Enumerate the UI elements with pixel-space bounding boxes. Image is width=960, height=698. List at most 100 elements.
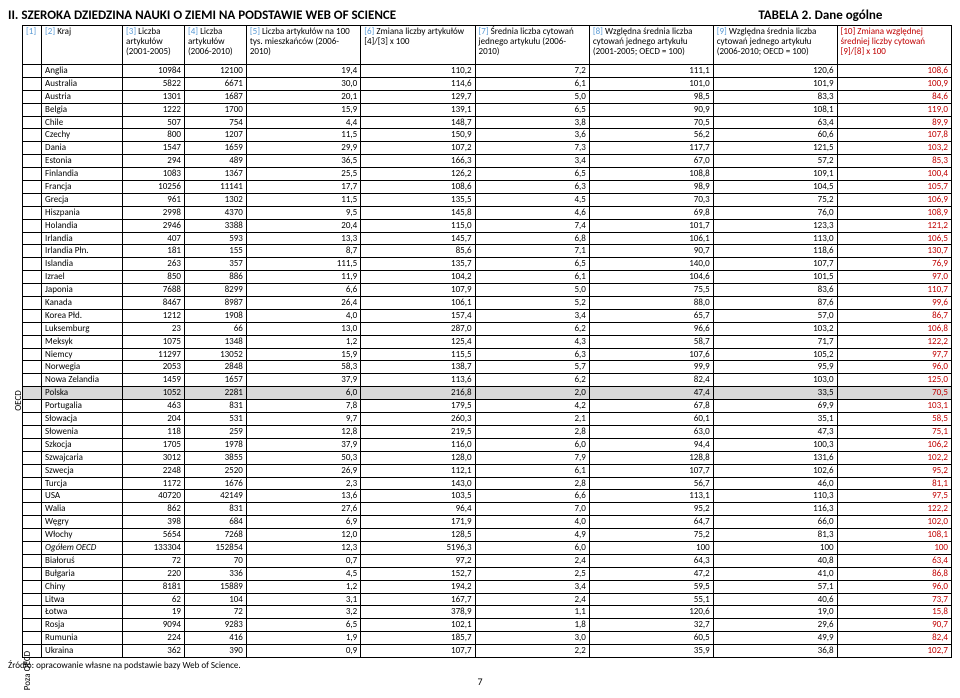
cell: 9,5 xyxy=(246,206,360,219)
cell: 69,9 xyxy=(713,400,837,413)
cell: 8987 xyxy=(184,297,246,310)
cell: 35,9 xyxy=(589,645,713,658)
cell: 101,9 xyxy=(713,77,837,90)
cell: 398 xyxy=(123,516,185,529)
cell: 4,9 xyxy=(475,529,589,542)
cell: 2281 xyxy=(184,387,246,400)
cell xyxy=(23,335,42,348)
cell: 81,1 xyxy=(837,477,951,490)
cell: 1207 xyxy=(184,129,246,142)
cell: 120,6 xyxy=(589,606,713,619)
cell: 224 xyxy=(123,632,185,645)
cell: 12,8 xyxy=(246,425,360,438)
table-row: Ogółem OECD13330415285412,35196,36,01001… xyxy=(23,541,952,554)
table-row: Włochy5654726812,0128,54,975,281,3108,1 xyxy=(23,529,952,542)
cell: 5,2 xyxy=(475,297,589,310)
cell: 42149 xyxy=(184,490,246,503)
cell xyxy=(23,516,42,529)
cell: 85,6 xyxy=(361,245,475,258)
data-table: [1] [2] Kraj[3] Liczba artykułów (2001-2… xyxy=(22,25,952,658)
cell: 13,6 xyxy=(246,490,360,503)
cell: 107,6 xyxy=(589,348,713,361)
cell: 67,0 xyxy=(589,155,713,168)
table-row: Irlandia40759313,3145,76,8106,1113,0106,… xyxy=(23,232,952,245)
cell: 3,4 xyxy=(475,309,589,322)
cell: 831 xyxy=(184,503,246,516)
cell: USA xyxy=(42,490,123,503)
cell: 29,9 xyxy=(246,142,360,155)
col-header: [6] Zmiana liczby artykułów [4]/[3] x 10… xyxy=(361,26,475,65)
cell: 7,2 xyxy=(475,65,589,78)
cell: 167,7 xyxy=(361,593,475,606)
cell: 4,5 xyxy=(246,567,360,580)
cell: 2520 xyxy=(184,464,246,477)
cell: 20,1 xyxy=(246,90,360,103)
cell: 531 xyxy=(184,413,246,426)
cell: 107,7 xyxy=(713,258,837,271)
cell xyxy=(23,348,42,361)
table-row: Korea Płd.121219084,0157,43,465,757,086,… xyxy=(23,309,952,322)
cell: 64,7 xyxy=(589,516,713,529)
cell: 99,6 xyxy=(837,297,951,310)
cell: 593 xyxy=(184,232,246,245)
cell: 100,4 xyxy=(837,168,951,181)
cell: 1,2 xyxy=(246,335,360,348)
cell: 15,9 xyxy=(246,103,360,116)
cell: 489 xyxy=(184,155,246,168)
cell: 7,8 xyxy=(246,400,360,413)
cell: 19,0 xyxy=(713,606,837,619)
table-row: Hiszpania299843709,5145,84,669,876,0108,… xyxy=(23,206,952,219)
side-label-poza: Poza OECD xyxy=(22,651,33,690)
cell: 3,4 xyxy=(475,580,589,593)
cell xyxy=(23,387,42,400)
cell: 33,5 xyxy=(713,387,837,400)
cell: 40,8 xyxy=(713,554,837,567)
cell: Belgia xyxy=(42,103,123,116)
cell: 1052 xyxy=(123,387,185,400)
cell: 181 xyxy=(123,245,185,258)
cell: 6,9 xyxy=(246,516,360,529)
cell: 1657 xyxy=(184,374,246,387)
cell: 6,3 xyxy=(475,181,589,194)
cell: 1978 xyxy=(184,438,246,451)
cell: 4,2 xyxy=(475,400,589,413)
cell: 104,2 xyxy=(361,271,475,284)
cell: 150,9 xyxy=(361,129,475,142)
cell: 7,4 xyxy=(475,219,589,232)
cell: 105,2 xyxy=(713,348,837,361)
table-row: Bułgaria2203364,5152,72,547,241,086,8 xyxy=(23,567,952,580)
table-row: Finlandia1083136725,5126,26,5108,8109,11… xyxy=(23,168,952,181)
cell: 83,3 xyxy=(713,90,837,103)
cell: 5,0 xyxy=(475,284,589,297)
cell: 76,9 xyxy=(837,258,951,271)
table-row: Walia86283127,696,47,095,2116,3122,2 xyxy=(23,503,952,516)
cell: 95,2 xyxy=(837,464,951,477)
cell: 104 xyxy=(184,593,246,606)
cell: 9,7 xyxy=(246,413,360,426)
cell: Dania xyxy=(42,142,123,155)
cell: 114,6 xyxy=(361,77,475,90)
cell: 75,1 xyxy=(837,425,951,438)
page-number: 7 xyxy=(8,675,952,688)
cell: 94,4 xyxy=(589,438,713,451)
table-row: Niemcy112971305215,9115,56,3107,6105,297… xyxy=(23,348,952,361)
cell: 121,2 xyxy=(837,219,951,232)
table-row: Dania1547165929,9107,27,3117,7121,5103,2 xyxy=(23,142,952,155)
cell: 416 xyxy=(184,632,246,645)
header-row: [1] [2] Kraj[3] Liczba artykułów (2001-2… xyxy=(23,26,952,65)
cell: 106,1 xyxy=(589,232,713,245)
cell: 1659 xyxy=(184,142,246,155)
cell: 106,1 xyxy=(361,297,475,310)
cell: 15,8 xyxy=(837,606,951,619)
cell: 110,7 xyxy=(837,284,951,297)
cell: 57,0 xyxy=(713,309,837,322)
cell: Łotwa xyxy=(42,606,123,619)
cell: 90,7 xyxy=(837,619,951,632)
cell: 5822 xyxy=(123,77,185,90)
cell: 7,0 xyxy=(475,503,589,516)
cell: 166,3 xyxy=(361,155,475,168)
cell: 143,0 xyxy=(361,477,475,490)
cell: Austria xyxy=(42,90,123,103)
cell xyxy=(23,129,42,142)
cell: 886 xyxy=(184,271,246,284)
